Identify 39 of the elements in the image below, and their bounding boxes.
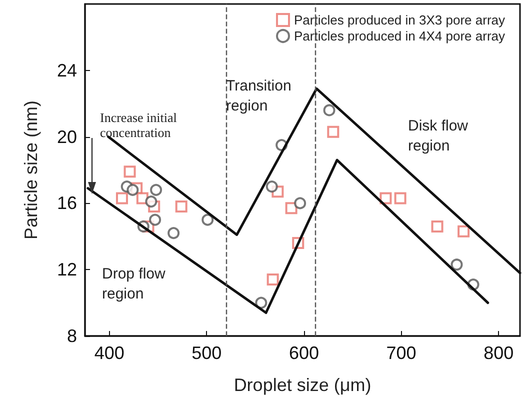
y-tick-label: 24 (56, 60, 77, 80)
annotation: Disk flow region (408, 118, 472, 154)
point (150, 184, 162, 196)
x-tick-label: 700 (386, 343, 416, 363)
point (124, 166, 136, 178)
point (255, 296, 268, 309)
x-tick-label: 500 (192, 343, 222, 363)
point (431, 220, 444, 232)
point (202, 214, 214, 226)
x-tick-label: 400 (94, 343, 124, 363)
point (458, 225, 470, 238)
point (327, 126, 340, 138)
point (380, 192, 392, 204)
y-tick-label: 16 (56, 193, 77, 214)
x-tick-label: 800 (484, 343, 514, 363)
point (394, 192, 406, 204)
annotation: Increase initial concentration (100, 110, 180, 140)
y-axis-title: Particle size (nm) (21, 100, 41, 240)
point (145, 196, 158, 208)
legend-label: Particles produced in 4X4 pore array (294, 28, 506, 44)
point (175, 200, 188, 213)
point (266, 180, 278, 193)
x-axis-title: Droplet size (μm) (234, 375, 372, 395)
point (266, 274, 279, 286)
point (323, 104, 336, 116)
y-tick-label: 20 (56, 126, 77, 147)
point (285, 202, 298, 214)
point (149, 214, 162, 226)
point (450, 258, 463, 271)
annotation: Drop flow region (102, 266, 170, 302)
annotation: Transition region (226, 78, 296, 114)
y-tick-label: 8 (66, 326, 77, 346)
legend-label: Particles produced in 3X3 pore array (294, 12, 506, 28)
y-tick-label: 12 (56, 260, 77, 280)
point (116, 192, 128, 204)
point (168, 227, 180, 240)
point (294, 197, 306, 210)
x-tick-label: 600 (288, 343, 319, 363)
point (126, 184, 139, 196)
